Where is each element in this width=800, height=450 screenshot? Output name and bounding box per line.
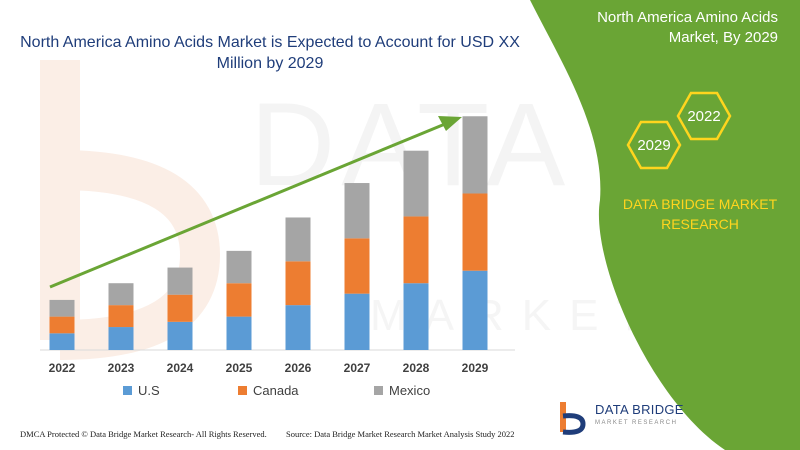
bar-2023-mexico [108, 283, 134, 306]
bar-2029-us [462, 270, 488, 350]
hexagon-2022-label: 2022 [687, 108, 721, 125]
legend-label-mexico: Mexico [389, 383, 431, 398]
bar-2026-us [285, 305, 311, 350]
bar-2024-us [167, 321, 193, 350]
bar-2025-us [226, 316, 252, 350]
bar-2023-us [108, 327, 134, 350]
hexagon-2029-label: 2029 [637, 137, 671, 154]
bar-2025-mexico [226, 250, 252, 284]
bar-2022-canada [49, 316, 75, 334]
legend-swatch-us [123, 386, 132, 395]
bar-2027-us [344, 293, 370, 350]
logo-tagline: MARKET RESEARCH [595, 420, 678, 426]
bar-2023-canada [108, 305, 134, 328]
trend-arrow-line [49, 122, 446, 289]
x-tick-label-2025: 2025 [226, 361, 253, 375]
bar-2025-canada [226, 283, 252, 317]
logo-name: DATA BRIDGE [595, 402, 684, 417]
bar-2024-mexico [167, 267, 193, 295]
x-tick-label-2024: 2024 [167, 361, 194, 375]
bar-2026-canada [285, 261, 311, 306]
logo-icon [560, 402, 586, 435]
panel-title: North America Amino Acids Market, By 202… [597, 9, 778, 46]
footer-source: Source: Data Bridge Market Research Mark… [286, 429, 515, 439]
bar-2022-mexico [49, 299, 75, 317]
legend-item-canada: Canada [238, 383, 299, 398]
bar-2026-mexico [285, 217, 311, 262]
legend-swatch-canada [238, 386, 247, 395]
legend-item-us: U.S [123, 383, 160, 398]
trend-arrow-head [438, 116, 462, 131]
bar-2027-canada [344, 238, 370, 294]
x-tick-label-2026: 2026 [285, 361, 312, 375]
x-tick-label-2022: 2022 [49, 361, 76, 375]
legend-swatch-mexico [374, 386, 383, 395]
legend-item-mexico: Mexico [374, 383, 430, 398]
bar-2028-us [403, 283, 429, 350]
bar-2022-us [49, 333, 75, 350]
chart-title: North America Amino Acids Market is Expe… [20, 34, 520, 72]
x-tick-label-2029: 2029 [462, 361, 489, 375]
x-tick-label-2027: 2027 [344, 361, 371, 375]
bar-2027-mexico [344, 183, 370, 239]
bar-2028-mexico [403, 150, 429, 217]
bar-2028-canada [403, 216, 429, 284]
panel-brand: DATA BRIDGE MARKET RESEARCH [622, 196, 778, 232]
legend-label-us: U.S [138, 383, 160, 398]
x-tick-label-2023: 2023 [108, 361, 135, 375]
legend-label-canada: Canada [253, 383, 299, 398]
bar-2029-mexico [462, 116, 488, 194]
footer-copyright: DMCA Protected © Data Bridge Market Rese… [20, 429, 267, 439]
bar-2029-canada [462, 193, 488, 271]
bar-2024-canada [167, 294, 193, 322]
x-tick-label-2028: 2028 [403, 361, 430, 375]
